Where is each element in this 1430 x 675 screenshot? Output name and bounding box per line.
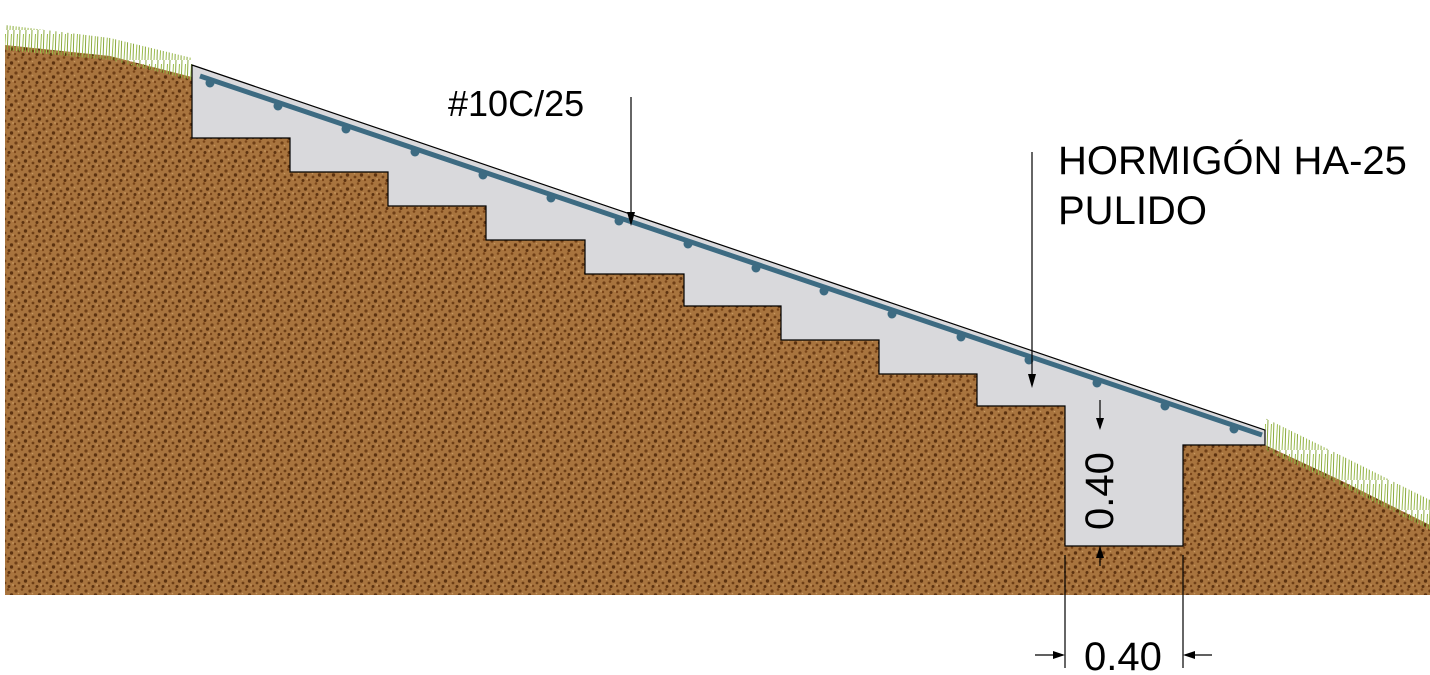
grass-left bbox=[5, 25, 192, 80]
grass-right bbox=[1265, 418, 1430, 530]
rebar-dots bbox=[205, 78, 1239, 434]
rebar-line bbox=[199, 73, 1263, 438]
height-dimension bbox=[1096, 400, 1104, 566]
soil-mass bbox=[5, 45, 1430, 595]
concrete-leader bbox=[1028, 152, 1036, 388]
concrete-stair bbox=[191, 64, 1266, 547]
height-dimension-label: 0.40 bbox=[1078, 452, 1122, 530]
width-dimension-label: 0.40 bbox=[1084, 635, 1162, 675]
concrete-label-line2: PULIDO bbox=[1058, 189, 1207, 233]
rebar-label: #10C/25 bbox=[448, 83, 584, 124]
concrete-label-line1: HORMIGÓN HA-25 bbox=[1058, 138, 1407, 183]
rebar-leader bbox=[627, 97, 635, 226]
width-dimension bbox=[1035, 555, 1212, 668]
